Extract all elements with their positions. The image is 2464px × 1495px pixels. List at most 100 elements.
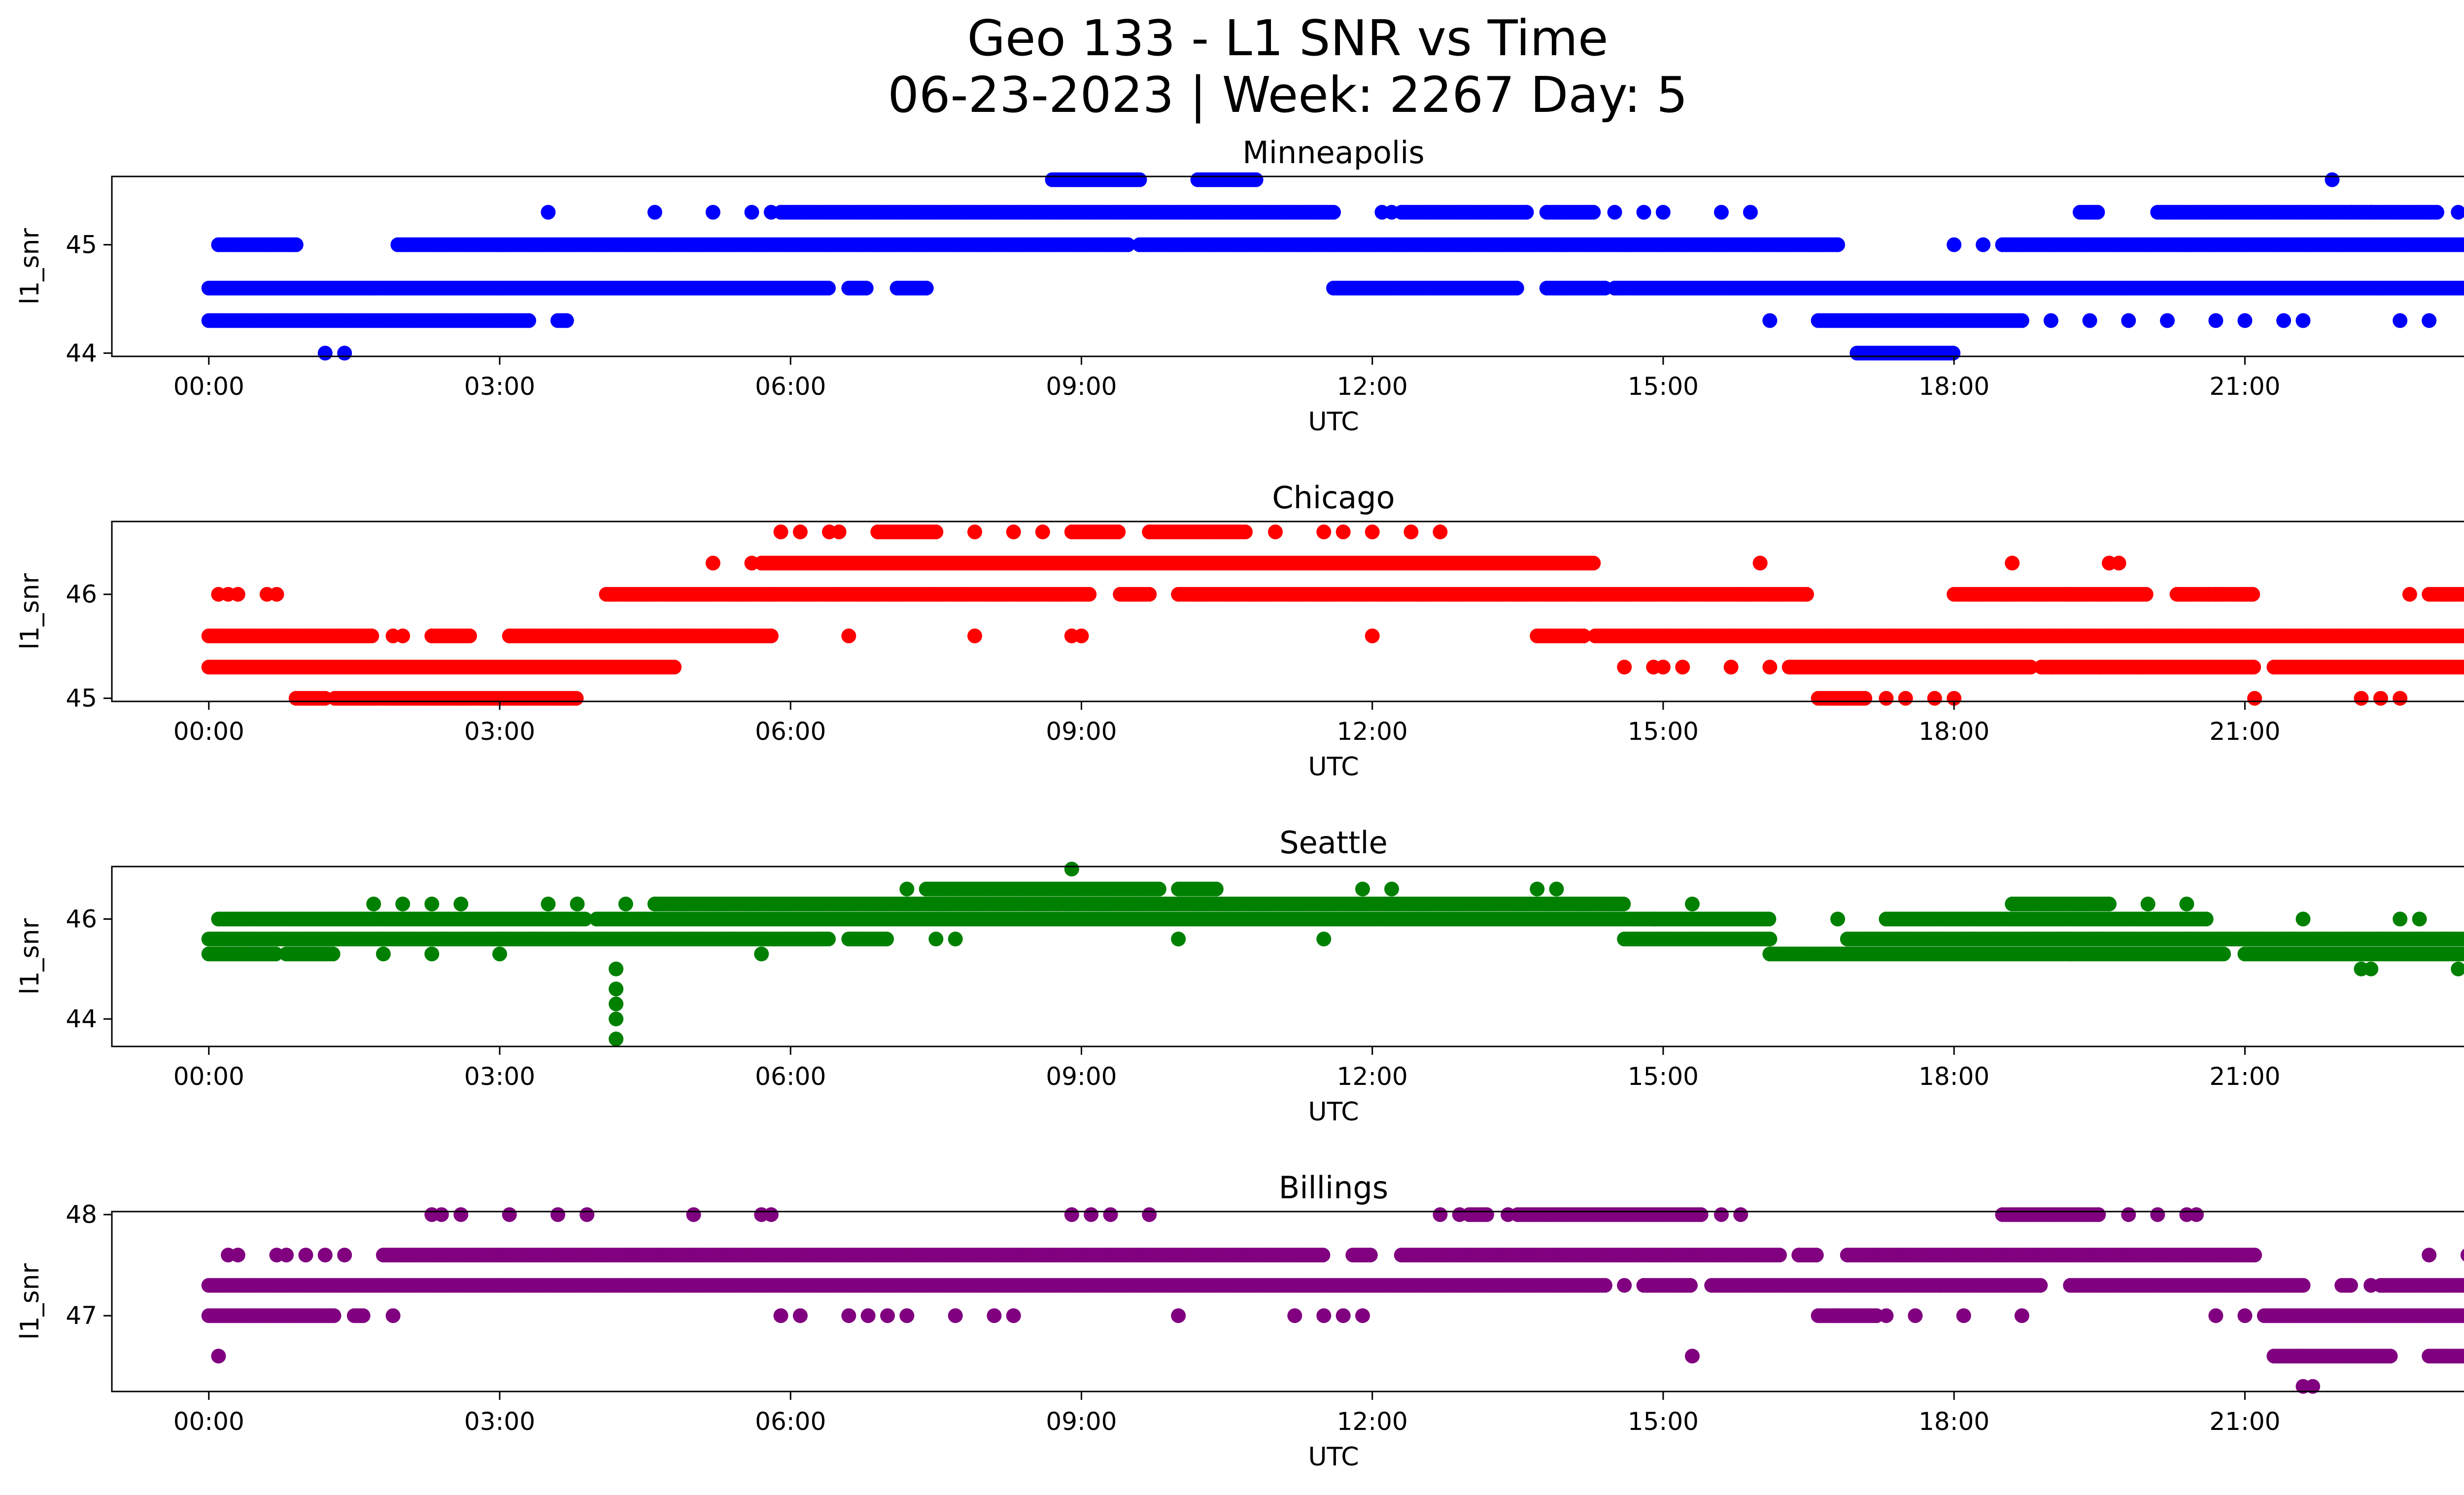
data-point [337, 346, 352, 361]
y-tick-label: 45 [66, 231, 97, 259]
data-point [1132, 172, 1147, 187]
x-axis-label: UTC [1308, 407, 1359, 437]
x-tick-label: 18:00 [1918, 372, 1989, 401]
data-point [763, 628, 779, 644]
data-point [773, 524, 788, 540]
data-point [2237, 587, 2253, 602]
data-point [1857, 691, 1873, 706]
data-point [2082, 313, 2097, 328]
x-axis-label: UTC [1308, 752, 1359, 782]
data-point [1111, 524, 1126, 540]
series-markers [201, 172, 2464, 361]
data-point [1723, 660, 1739, 675]
data-point [462, 628, 477, 644]
data-point [744, 556, 759, 571]
data-point [288, 237, 304, 252]
data-point [2451, 205, 2464, 220]
data-point [2462, 283, 2464, 293]
data-point [647, 205, 662, 220]
x-tick-label: 00:00 [173, 372, 244, 401]
data-point [1743, 205, 1758, 220]
panel-title: Seattle [1279, 825, 1387, 861]
y-tick-label: 46 [66, 580, 97, 609]
data-point [1655, 660, 1671, 675]
data-point [2138, 587, 2154, 602]
data-point [1947, 237, 1962, 252]
series-markers [201, 524, 2464, 706]
data-point [2090, 205, 2105, 220]
y-tick-label: 45 [66, 684, 97, 713]
x-tick-label: 09:00 [1046, 717, 1117, 746]
data-point [541, 205, 556, 220]
data-point [1762, 932, 1778, 946]
panel-title: Chicago [1272, 480, 1395, 516]
data-point [841, 628, 856, 644]
data-point [2111, 556, 2126, 571]
data-point [2393, 313, 2408, 328]
x-tick-label: 18:00 [1918, 717, 1989, 746]
y-axis-label: l1_snr [15, 228, 45, 305]
data-point [230, 587, 245, 602]
data-point [2430, 205, 2444, 220]
data-point [1898, 691, 1913, 706]
data-point [667, 660, 682, 675]
data-point [1879, 691, 1894, 706]
data-point [317, 346, 333, 361]
data-point [1799, 587, 1814, 602]
x-tick-label: 09:00 [1046, 372, 1117, 401]
x-tick-label: 12:00 [1337, 372, 1408, 401]
data-point [967, 628, 982, 644]
data-point [1946, 346, 1961, 361]
x-tick-label: 03:00 [464, 372, 535, 401]
data-point [821, 280, 836, 296]
data-point [1365, 524, 1380, 540]
data-point [1335, 524, 1351, 540]
data-point [1675, 660, 1690, 675]
y-tick-label: 44 [66, 339, 97, 367]
x-tick-label: 06:00 [755, 372, 826, 401]
data-point [1142, 587, 1157, 602]
panel-title: Minneapolis [1242, 135, 1425, 171]
data-point [2208, 313, 2224, 328]
data-point [559, 313, 574, 328]
data-point [395, 628, 411, 644]
data-point [1762, 313, 1778, 328]
data-point [1035, 524, 1050, 540]
data-point [2460, 281, 2464, 295]
data-point [919, 280, 934, 296]
data-point [792, 524, 808, 540]
data-point [1607, 205, 1622, 220]
data-point [831, 524, 847, 540]
x-tick-label: 21:00 [2209, 717, 2280, 746]
data-point [2160, 313, 2175, 328]
data-point [2344, 205, 2359, 220]
data-point [2043, 660, 2058, 675]
data-point [1433, 524, 1448, 540]
data-point [928, 524, 944, 540]
data-point [744, 205, 759, 220]
data-point [2216, 946, 2231, 962]
data-point [1384, 205, 1399, 220]
data-point [821, 932, 836, 946]
data-point [1586, 556, 1601, 571]
data-point [569, 691, 584, 706]
data-point [1586, 205, 1601, 220]
data-point [2246, 660, 2261, 675]
data-point [2237, 313, 2253, 328]
data-point [2092, 660, 2107, 675]
panel-minneapolis: Minneapolis 00:00 03:00 06:00 09:00 12:00 15:0… [15, 135, 2464, 437]
y-axis-label: l1_snr [15, 573, 45, 650]
data-point [2325, 172, 2340, 187]
data-point [521, 313, 536, 328]
data-point [1248, 172, 1264, 187]
data-point [269, 587, 284, 602]
x-tick-label: 15:00 [1628, 372, 1699, 401]
data-point [2402, 587, 2417, 602]
data-point [2247, 691, 2262, 706]
data-point [2208, 587, 2224, 602]
x-tick-label: 21:00 [2209, 372, 2280, 401]
data-point [1120, 237, 1135, 252]
